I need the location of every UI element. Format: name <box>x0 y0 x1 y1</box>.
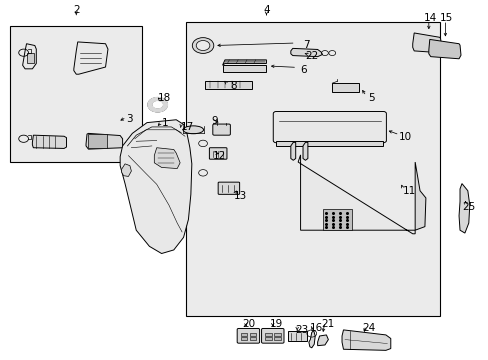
Text: 17: 17 <box>180 122 193 132</box>
FancyBboxPatch shape <box>273 112 386 143</box>
Bar <box>241 337 247 340</box>
Polygon shape <box>308 330 315 348</box>
Bar <box>274 337 280 340</box>
Text: 21: 21 <box>321 319 334 329</box>
Bar <box>322 209 351 230</box>
Polygon shape <box>222 65 266 72</box>
Polygon shape <box>414 162 425 230</box>
Text: 7: 7 <box>303 40 309 50</box>
FancyBboxPatch shape <box>212 124 230 135</box>
Text: 24: 24 <box>362 323 375 333</box>
Text: 3: 3 <box>126 114 133 124</box>
Polygon shape <box>303 142 307 160</box>
Text: 19: 19 <box>269 319 282 329</box>
Text: 18: 18 <box>157 93 170 103</box>
Text: 23: 23 <box>295 325 308 335</box>
Bar <box>331 83 358 92</box>
Text: 1: 1 <box>162 118 168 128</box>
Bar <box>274 333 280 336</box>
Polygon shape <box>120 120 191 253</box>
Bar <box>26 53 34 63</box>
Wedge shape <box>192 38 213 53</box>
Bar <box>249 333 256 336</box>
Polygon shape <box>412 33 441 53</box>
Polygon shape <box>122 164 131 176</box>
Bar <box>88 134 107 148</box>
Ellipse shape <box>183 126 203 134</box>
Bar <box>265 337 271 340</box>
Polygon shape <box>341 330 390 350</box>
Polygon shape <box>317 335 328 346</box>
FancyBboxPatch shape <box>218 182 239 194</box>
Polygon shape <box>290 48 322 57</box>
Text: 11: 11 <box>402 186 415 197</box>
Polygon shape <box>458 184 469 233</box>
Bar <box>249 337 256 340</box>
Bar <box>241 333 247 336</box>
Text: 16: 16 <box>309 323 323 333</box>
Text: 4: 4 <box>263 5 269 15</box>
Polygon shape <box>276 140 383 146</box>
Bar <box>185 22 439 316</box>
Polygon shape <box>32 135 66 148</box>
Text: 8: 8 <box>230 81 237 91</box>
Text: 2: 2 <box>73 5 80 15</box>
Polygon shape <box>74 42 108 74</box>
Text: 22: 22 <box>305 51 318 61</box>
Polygon shape <box>428 40 460 59</box>
Text: 20: 20 <box>242 319 254 329</box>
FancyBboxPatch shape <box>209 148 226 159</box>
Text: 9: 9 <box>210 116 217 126</box>
Polygon shape <box>298 155 414 234</box>
Text: 5: 5 <box>367 93 374 103</box>
Text: 12: 12 <box>212 150 225 161</box>
Bar <box>265 333 271 336</box>
Bar <box>288 330 306 341</box>
Polygon shape <box>290 142 295 160</box>
Polygon shape <box>86 134 122 149</box>
Bar <box>10 26 142 162</box>
Polygon shape <box>154 148 180 168</box>
Text: 10: 10 <box>398 132 411 142</box>
FancyBboxPatch shape <box>261 328 284 343</box>
Bar <box>205 81 251 89</box>
FancyBboxPatch shape <box>237 328 259 343</box>
Text: 25: 25 <box>461 202 474 212</box>
Text: 13: 13 <box>233 191 247 201</box>
Polygon shape <box>22 44 36 69</box>
Text: 14: 14 <box>423 13 436 23</box>
Text: 15: 15 <box>439 13 452 23</box>
Polygon shape <box>222 60 266 65</box>
Wedge shape <box>148 98 167 112</box>
Text: 6: 6 <box>300 64 306 75</box>
